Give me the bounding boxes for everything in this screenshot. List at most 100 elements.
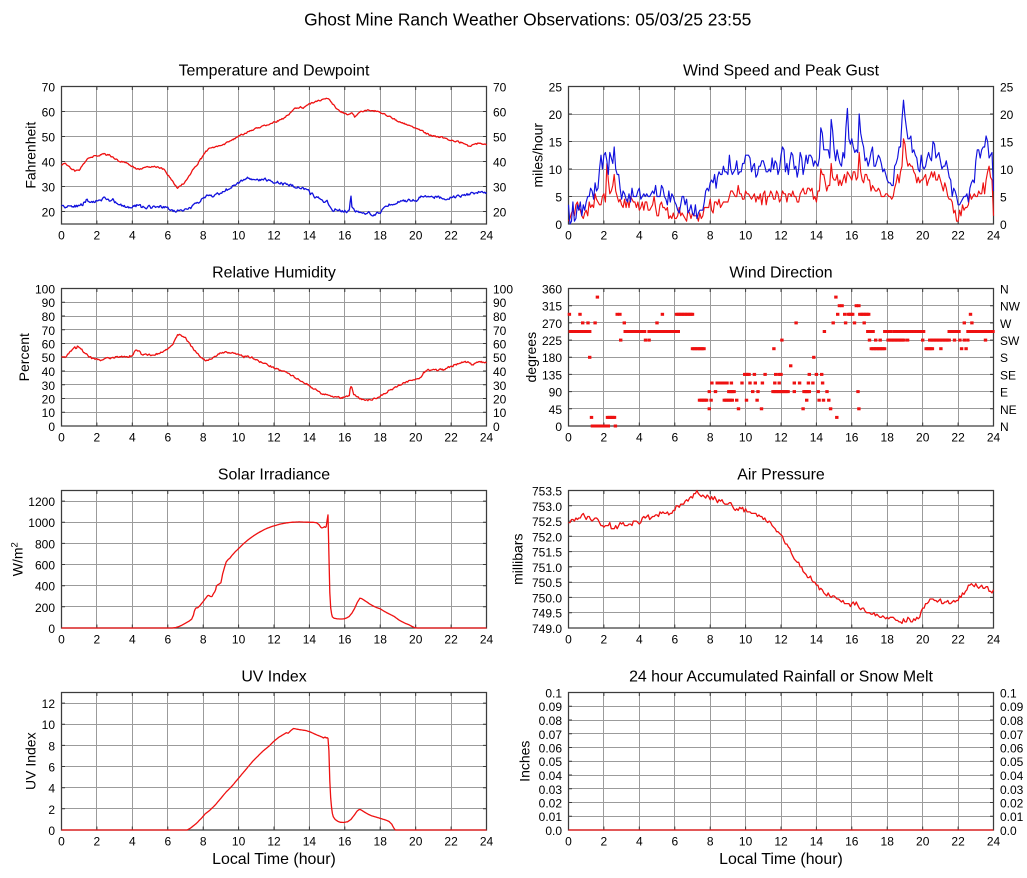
svg-text:12: 12 (267, 835, 281, 849)
svg-text:0.01: 0.01 (1000, 810, 1024, 824)
svg-text:14: 14 (810, 633, 824, 647)
svg-text:22: 22 (444, 229, 458, 243)
svg-text:0: 0 (58, 633, 65, 647)
svg-text:50: 50 (42, 131, 56, 145)
svg-text:12: 12 (267, 633, 281, 647)
svg-text:20: 20 (916, 835, 930, 849)
svg-text:20: 20 (916, 229, 930, 243)
svg-text:8: 8 (200, 633, 207, 647)
svg-text:20: 20 (409, 229, 423, 243)
svg-text:2: 2 (601, 229, 608, 243)
svg-text:18: 18 (881, 835, 895, 849)
svg-text:16: 16 (338, 835, 352, 849)
svg-text:0.02: 0.02 (539, 797, 563, 811)
svg-text:20: 20 (549, 108, 563, 122)
svg-text:60: 60 (493, 106, 507, 120)
svg-text:750.5: 750.5 (532, 576, 562, 590)
svg-text:2: 2 (94, 835, 101, 849)
svg-text:UV Index: UV Index (23, 732, 39, 790)
svg-text:180: 180 (542, 351, 562, 365)
svg-text:90: 90 (42, 296, 56, 310)
svg-text:270: 270 (542, 317, 562, 331)
svg-text:0: 0 (565, 633, 572, 647)
svg-text:0.06: 0.06 (1000, 742, 1024, 756)
svg-text:16: 16 (338, 633, 352, 647)
svg-text:8: 8 (707, 835, 714, 849)
svg-text:753.0: 753.0 (532, 500, 562, 514)
svg-text:0.08: 0.08 (539, 714, 563, 728)
svg-text:40: 40 (493, 365, 507, 379)
svg-text:6: 6 (164, 431, 171, 445)
svg-text:4: 4 (636, 633, 643, 647)
svg-text:25: 25 (549, 81, 563, 95)
svg-text:0.1: 0.1 (545, 687, 562, 701)
svg-text:6: 6 (164, 229, 171, 243)
svg-text:SE: SE (1000, 368, 1016, 382)
svg-text:0.07: 0.07 (1000, 728, 1024, 742)
svg-text:W: W (1000, 317, 1012, 331)
svg-text:135: 135 (542, 368, 562, 382)
svg-text:24: 24 (987, 633, 1001, 647)
svg-text:E: E (1000, 386, 1008, 400)
svg-text:0.07: 0.07 (539, 728, 563, 742)
svg-text:4: 4 (129, 431, 136, 445)
svg-text:Wind Direction: Wind Direction (729, 264, 832, 281)
svg-text:14: 14 (303, 431, 317, 445)
svg-text:0.03: 0.03 (1000, 783, 1024, 797)
svg-text:4: 4 (129, 229, 136, 243)
svg-text:14: 14 (303, 229, 317, 243)
svg-text:0.05: 0.05 (539, 755, 563, 769)
svg-text:2: 2 (94, 431, 101, 445)
svg-text:4: 4 (129, 633, 136, 647)
svg-text:20: 20 (493, 393, 507, 407)
svg-text:30: 30 (493, 181, 507, 195)
svg-text:22: 22 (951, 229, 965, 243)
svg-text:2: 2 (94, 633, 101, 647)
svg-text:16: 16 (845, 835, 859, 849)
svg-text:12: 12 (267, 229, 281, 243)
svg-text:4: 4 (636, 835, 643, 849)
svg-text:70: 70 (493, 324, 507, 338)
svg-text:0.09: 0.09 (1000, 700, 1024, 714)
svg-text:4: 4 (48, 782, 55, 796)
svg-text:10: 10 (739, 633, 753, 647)
svg-text:24: 24 (480, 431, 494, 445)
svg-text:Local Time (hour): Local Time (hour) (212, 851, 336, 868)
svg-text:18: 18 (881, 633, 895, 647)
svg-text:Wind Speed and Peak Gust: Wind Speed and Peak Gust (683, 62, 880, 79)
svg-text:752.5: 752.5 (532, 515, 562, 529)
svg-text:12: 12 (267, 431, 281, 445)
svg-text:N: N (1000, 420, 1009, 434)
svg-text:15: 15 (549, 136, 563, 150)
svg-text:10: 10 (232, 431, 246, 445)
svg-text:18: 18 (374, 431, 388, 445)
svg-text:6: 6 (671, 835, 678, 849)
svg-text:14: 14 (810, 431, 824, 445)
svg-text:millibars: millibars (510, 534, 526, 585)
svg-text:0.03: 0.03 (539, 783, 563, 797)
svg-text:12: 12 (774, 229, 788, 243)
svg-text:0: 0 (1000, 218, 1007, 232)
svg-text:UV Index: UV Index (241, 668, 306, 685)
svg-text:18: 18 (881, 431, 895, 445)
svg-text:4: 4 (636, 229, 643, 243)
svg-text:14: 14 (303, 835, 317, 849)
svg-text:24: 24 (987, 431, 1001, 445)
svg-text:8: 8 (707, 431, 714, 445)
svg-text:0.09: 0.09 (539, 700, 563, 714)
svg-text:5: 5 (1000, 191, 1007, 205)
svg-text:90: 90 (549, 386, 563, 400)
svg-text:0: 0 (48, 622, 55, 636)
svg-text:degrees: degrees (523, 332, 539, 383)
svg-text:1000: 1000 (28, 516, 55, 530)
svg-text:12: 12 (774, 633, 788, 647)
svg-text:70: 70 (493, 81, 507, 95)
svg-text:800: 800 (35, 537, 55, 551)
svg-text:10: 10 (42, 406, 56, 420)
svg-text:Air Pressure: Air Pressure (737, 466, 825, 483)
svg-text:18: 18 (881, 229, 895, 243)
svg-text:2: 2 (94, 229, 101, 243)
svg-text:8: 8 (200, 431, 207, 445)
svg-text:1200: 1200 (28, 495, 55, 509)
svg-text:752.0: 752.0 (532, 530, 562, 544)
